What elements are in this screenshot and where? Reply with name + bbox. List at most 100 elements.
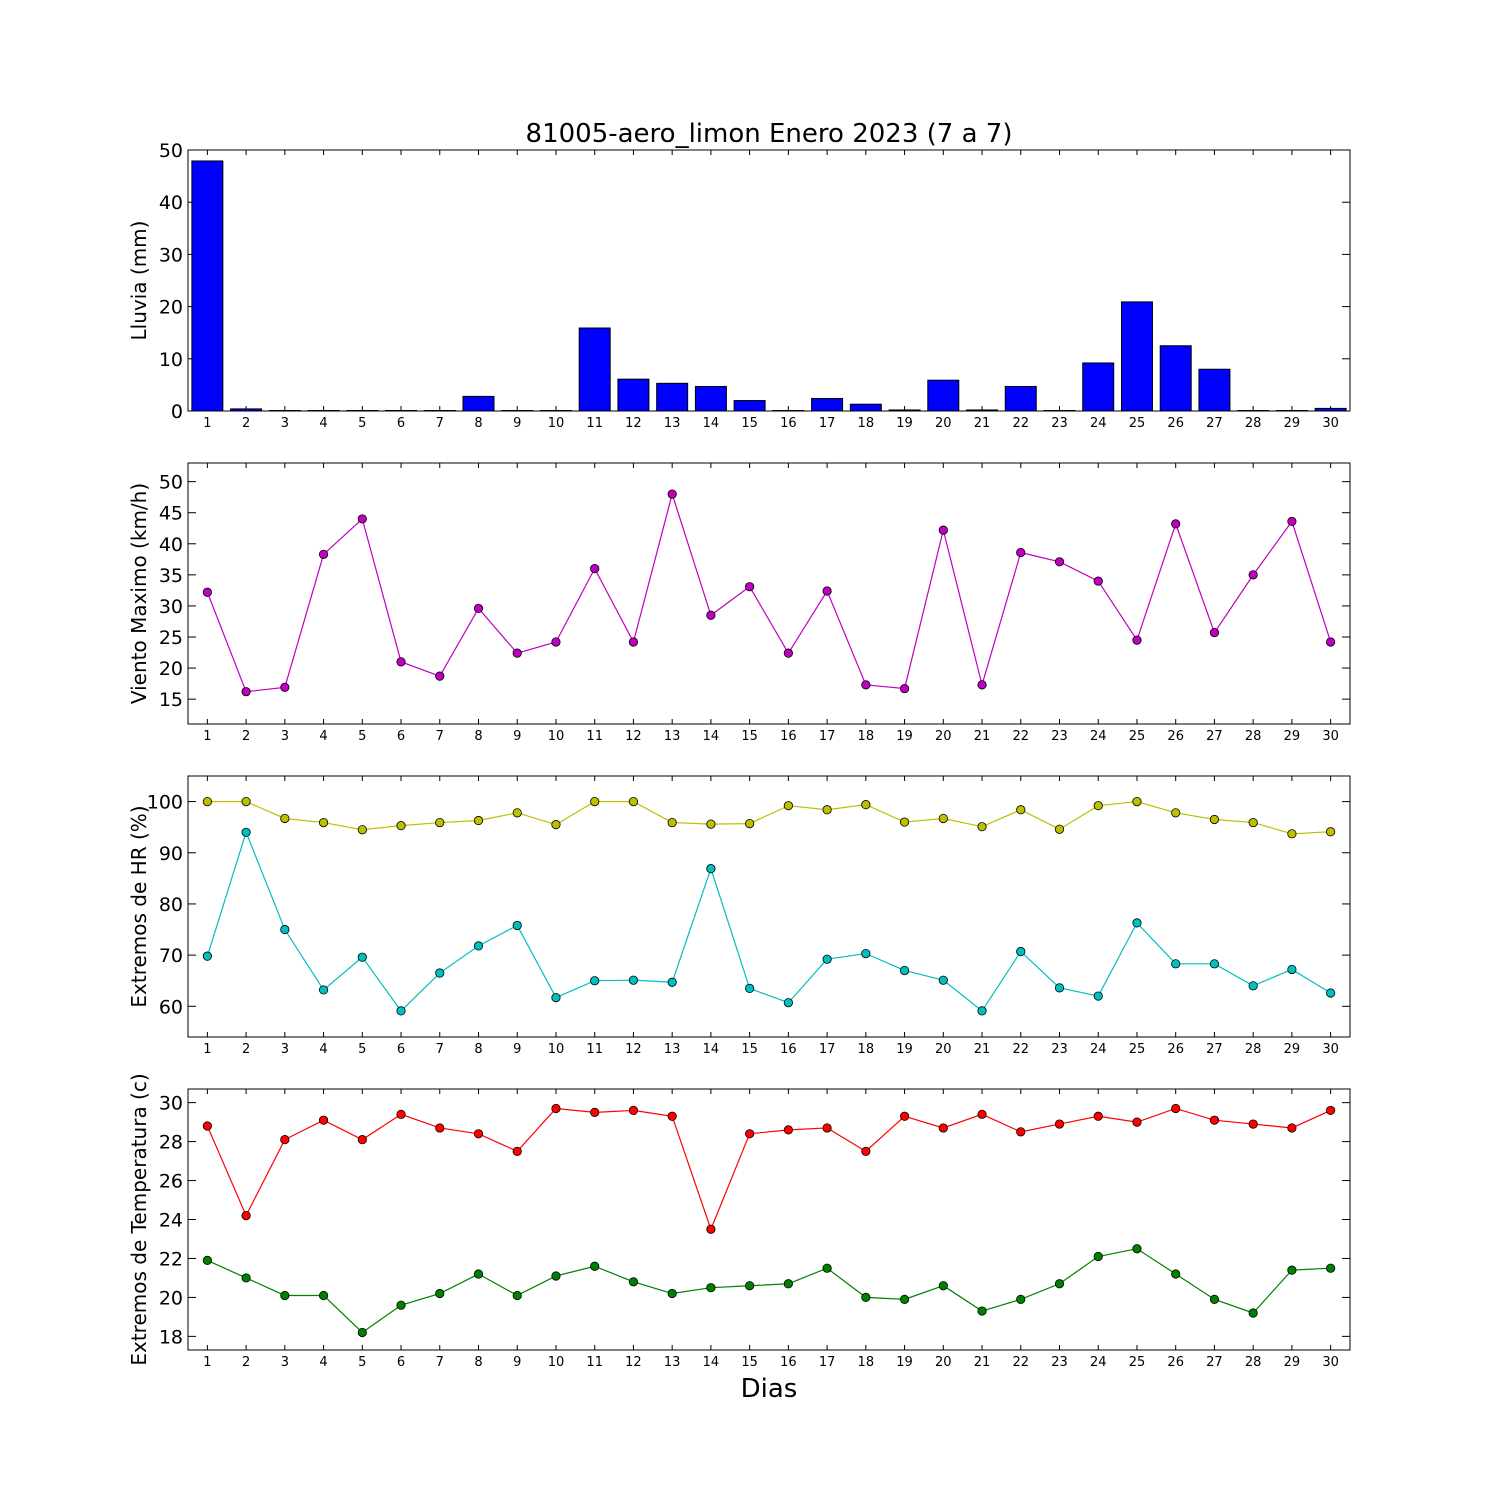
wind-data-point [357,514,367,524]
temperature-data-point [1326,1105,1336,1116]
temperature-data-point [1016,1294,1026,1304]
rain-bar [811,397,844,412]
rain-bar [1120,301,1153,412]
humidity-xtick-label: 16 [780,1042,797,1057]
humidity-xtick-label: 5 [358,1042,366,1057]
humidity-xtick-label: 4 [319,1042,327,1057]
panels: 1 2 3 4 5 6 7 8 9 10 11 12 13 14 15 16 17 18 19 20 21 22 23 24 2… [127,140,1351,1370]
humidity-axes-frame [187,775,1351,1038]
wind-y-axis-label: Viento Maximo (km/h) [127,483,151,704]
rain-xtick-label: 19 [896,416,913,431]
wind-xtick-label: 20 [935,729,952,744]
temperature-y-axis-label: Extremos de Temperatura (c) [127,1073,151,1365]
humidity-data-point [628,796,639,807]
temperature-data-point [280,1290,290,1301]
temperature-xtick-label: 22 [1012,1355,1029,1370]
humidity-data-point [822,805,832,815]
temperature-data-point [822,1123,832,1133]
temperature-data-point [667,1288,677,1299]
temperature-xtick-label: 9 [513,1355,521,1370]
humidity-data-point [512,920,522,931]
temperature-data-point [783,1125,793,1135]
humidity-xtick-label: 1 [203,1042,211,1057]
rain-ytick-label: 10 [159,349,183,371]
humidity-data-point [1171,808,1181,818]
humidity-data-point [667,977,677,987]
humidity-data-point [1287,829,1297,839]
rain-xtick-label: 14 [703,416,720,431]
humidity-panel: 1 2 3 4 5 6 7 8 9 10 11 12 13 14 15 16 17 18 19 20 21 22 23 24 2… [127,775,1351,1057]
wind-data-point [899,683,910,694]
temperature-data-point [1016,1127,1026,1137]
humidity-data-point [590,796,600,807]
rain-bar [617,378,650,412]
temperature-data-point [667,1111,677,1121]
humidity-data-point [706,864,716,874]
wind-xtick-label: 24 [1090,729,1107,744]
temperature-data-point [1248,1119,1258,1129]
wind-xtick-label: 7 [436,729,444,744]
humidity-data-point [1093,801,1103,811]
temperature-xtick-label: 24 [1090,1355,1107,1370]
temperature-xtick-label: 10 [548,1355,565,1370]
rain-bar [230,408,263,412]
wind-data-point [396,657,406,667]
rain-bar [656,382,689,412]
wind-data-point [1171,519,1181,529]
humidity-xtick-label: 29 [1284,1042,1301,1057]
wind-xtick-label: 23 [1051,729,1068,744]
wind-series-line [206,491,1332,693]
temperature-data-point [1054,1279,1065,1289]
rain-bar [346,410,379,412]
humidity-data-point [318,817,329,828]
temperature-data-point [1093,1251,1103,1262]
humidity-data-point [241,796,251,807]
wind-data-point [706,610,716,620]
temperature-data-point [590,1261,600,1271]
humidity-xtick-label: 3 [281,1042,289,1057]
humidity-data-point [1209,814,1220,825]
rain-bar [385,410,418,412]
temperature-data-point [1132,1244,1142,1254]
wind-xtick-label: 13 [664,729,681,744]
humidity-data-point [1248,817,1258,828]
humidity-data-point [977,822,987,832]
temperature-data-point [1209,1294,1220,1304]
humidity-data-point [745,818,755,829]
temperature-data-point [396,1300,406,1310]
rain-bar [1314,407,1347,412]
x-axis-label: Dias [741,1374,798,1404]
temperature-data-point [473,1129,484,1139]
rain-bar [191,160,224,412]
temperature-data-point [241,1273,251,1283]
wind-xtick-label: 27 [1206,729,1223,744]
rain-bar [1004,385,1037,412]
rain-xtick-label: 22 [1012,416,1029,431]
rain-xtick-label: 8 [474,416,482,431]
temperature-data-point [745,1129,755,1139]
wind-xtick-label: 19 [896,729,913,744]
humidity-data-point [435,968,445,978]
temperature-data-point [357,1327,367,1338]
humidity-data-point [1054,824,1065,834]
humidity-xtick-label: 13 [664,1042,681,1057]
humidity-data-point [1016,946,1026,957]
rain-bar [888,409,921,412]
humidity-data-point [1054,983,1065,993]
humidity-data-point [1132,918,1142,928]
wind-xtick-label: 14 [703,729,720,744]
rain-bar [1237,410,1270,412]
humidity-data-point [590,976,600,986]
temperature-data-point [590,1107,600,1117]
wind-data-point [938,525,948,535]
temperature-xtick-label: 5 [358,1355,366,1370]
temperature-data-point [435,1123,445,1133]
humidity-data-point [938,975,948,985]
rain-panel: 1 2 3 4 5 6 7 8 9 10 11 12 13 14 15 16 17 18 19 20 21 22 23 24 2… [127,140,1351,431]
rain-xtick-label: 20 [935,416,952,431]
rain-xtick-label: 27 [1206,416,1223,431]
rain-ytick-label: 20 [159,297,183,319]
rain-bar [539,410,572,412]
humidity-xtick-label: 11 [586,1042,603,1057]
temperature-xtick-label: 28 [1245,1355,1262,1370]
